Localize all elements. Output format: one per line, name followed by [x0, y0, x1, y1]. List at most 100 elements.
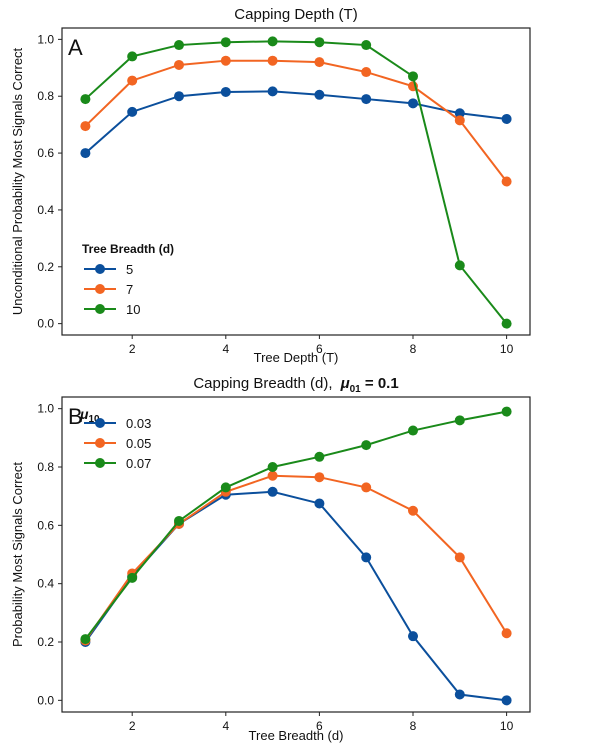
- chart-title-text: Capping Breadth (d),: [193, 375, 332, 392]
- chart-panel-b: Capping Breadth (d), μ01 = 0.1B2 4 6 8 100.00…: [10, 375, 531, 743]
- data-point-0.07: [454, 415, 465, 426]
- legend-marker-7: [95, 284, 105, 294]
- data-point-0.03: [454, 689, 465, 700]
- legend-title: μ10: [79, 406, 100, 425]
- y-tick-label: 0.0: [37, 317, 54, 331]
- chart-title-math-sub: 01: [350, 384, 362, 395]
- y-tick-label: 0.8: [37, 89, 54, 103]
- series-line-0.07: [84, 410, 507, 640]
- legend-marker-0.05: [95, 438, 105, 448]
- data-point-0.07: [408, 425, 418, 436]
- x-tick-label: 8: [410, 719, 417, 733]
- y-tick-label: 0.6: [37, 518, 54, 532]
- data-point-10: [408, 71, 418, 82]
- plot-frame: [61, 396, 531, 713]
- legend-label: 5: [126, 262, 133, 277]
- legend-label: 10: [126, 302, 140, 317]
- data-point-5: [267, 86, 278, 97]
- data-point-7: [314, 57, 325, 68]
- legend-marker-0.07: [95, 458, 105, 468]
- chart-title-math-base: μ: [340, 375, 350, 392]
- chart-title-math-rest: = 0.1: [361, 375, 399, 392]
- data-point-7: [267, 55, 278, 66]
- data-point-0.07: [314, 451, 325, 462]
- data-point-7: [220, 55, 231, 66]
- data-point-10: [174, 40, 184, 51]
- legend-label: 7: [126, 282, 133, 297]
- data-point-0.05: [408, 505, 418, 516]
- series-line-10: [84, 40, 508, 325]
- data-point-10: [454, 260, 465, 271]
- x-tick-label: 6: [316, 719, 323, 733]
- legend-title: Tree Breadth (d): [82, 242, 174, 256]
- data-point-0.03: [361, 552, 372, 563]
- data-point-7: [454, 115, 465, 126]
- data-point-0.07: [174, 515, 184, 526]
- legend-title-sub: 10: [88, 414, 100, 425]
- data-point-0.03: [267, 486, 278, 497]
- data-point-7: [174, 59, 184, 70]
- data-point-0.07: [501, 406, 512, 417]
- chart-panel-a: Capping Depth (T) A 2 4 6 8 10 0.0 0.2 0.4 0.6 0.8 1…: [10, 6, 531, 365]
- data-point-0.05: [501, 628, 512, 639]
- x-tick-label: 4: [222, 719, 229, 733]
- data-point-5: [314, 89, 325, 100]
- data-point-10: [127, 51, 138, 62]
- data-point-0.03: [314, 498, 325, 509]
- data-point-5: [174, 91, 184, 102]
- data-point-7: [501, 176, 512, 187]
- legend-marker-0.03: [95, 418, 105, 428]
- y-tick-label: 0.2: [37, 635, 54, 649]
- x-tick-label: 6: [316, 342, 323, 356]
- y-axis-label: Unconditional Probability Most Signals C…: [10, 47, 25, 315]
- panel-label: A: [68, 35, 83, 60]
- legend-label: 0.07: [126, 456, 151, 471]
- y-tick-label: 0.0: [37, 693, 54, 707]
- data-point-7: [127, 75, 138, 86]
- data-point-10: [220, 37, 231, 48]
- data-point-5: [408, 98, 418, 109]
- x-axis-label: Tree Depth (T): [254, 350, 339, 365]
- data-point-5: [501, 113, 512, 124]
- data-point-7: [80, 121, 91, 132]
- legend-label: 0.03: [126, 416, 151, 431]
- x-axis-label: Tree Breadth (d): [249, 728, 344, 743]
- x-tick-label: 8: [410, 342, 417, 356]
- data-point-5: [127, 106, 138, 117]
- plot-frame: [61, 27, 531, 336]
- y-tick-label: 0.6: [37, 146, 54, 160]
- y-tick-label: 0.4: [37, 577, 54, 591]
- x-tick-label: 4: [222, 342, 229, 356]
- data-point-5: [80, 148, 91, 159]
- y-tick-label: 0.8: [37, 460, 54, 474]
- data-point-0.05: [361, 482, 372, 493]
- y-axis-label: Probability Most Signals Correct: [10, 462, 25, 647]
- data-point-5: [361, 94, 372, 105]
- legend: μ10 0.03 0.05 0.07: [79, 406, 151, 471]
- chart-title: Capping Breadth (d), μ01 = 0.1: [193, 375, 398, 395]
- x-tick-label: 10: [500, 719, 514, 733]
- x-tick-label: 10: [500, 342, 514, 356]
- data-point-0.07: [127, 572, 138, 583]
- x-tick-label: 2: [129, 342, 136, 356]
- data-point-0.03: [501, 695, 512, 706]
- series-line-7: [84, 59, 508, 183]
- data-point-0.07: [220, 482, 231, 493]
- data-point-0.07: [80, 634, 91, 645]
- legend: Tree Breadth (d) 5 7 10: [82, 242, 174, 317]
- y-tick-label: 1.0: [37, 32, 54, 46]
- data-point-0.05: [314, 472, 325, 483]
- data-point-10: [314, 37, 325, 48]
- y-tick-label: 0.4: [37, 203, 54, 217]
- data-point-7: [361, 67, 372, 78]
- legend-marker-10: [95, 304, 105, 314]
- panel-label: B: [68, 404, 83, 429]
- data-point-0.05: [454, 552, 465, 563]
- data-point-10: [80, 94, 91, 105]
- data-point-5: [220, 86, 231, 97]
- data-point-0.03: [408, 631, 418, 642]
- data-point-5: [454, 108, 465, 119]
- data-point-10: [501, 318, 512, 329]
- series-line-0.03: [84, 490, 507, 702]
